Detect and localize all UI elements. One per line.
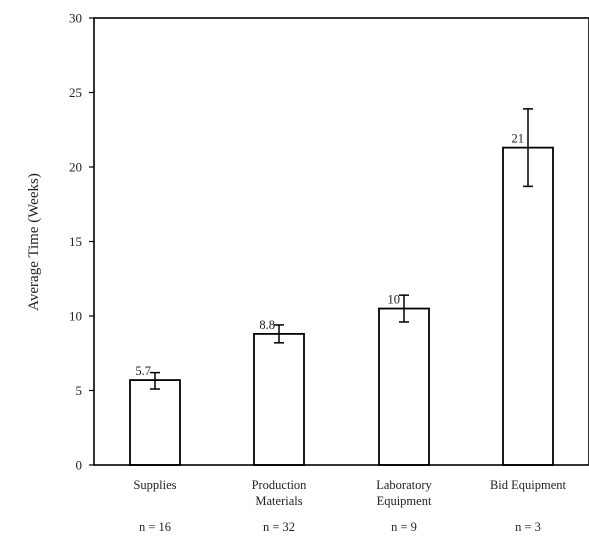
data-label: 5.7	[135, 364, 151, 378]
sample-size-label: n = 9	[391, 520, 417, 534]
category-label: Laboratory	[376, 478, 432, 492]
data-label: 10	[388, 293, 401, 307]
category-label: Production	[252, 478, 308, 492]
y-tick-label: 30	[69, 11, 82, 26]
y-tick-label: 20	[69, 160, 82, 175]
bar	[129, 379, 181, 466]
bar	[378, 307, 430, 466]
bars	[129, 146, 554, 466]
y-tick-label: 5	[76, 383, 83, 398]
sample-size-label: n = 3	[515, 520, 541, 534]
y-tick-label: 25	[69, 85, 82, 100]
sample-size-label: n = 32	[263, 520, 295, 534]
category-label: Materials	[255, 494, 302, 508]
data-label: 21	[512, 132, 525, 146]
bar	[502, 146, 554, 466]
sample-size-label: n = 16	[139, 520, 171, 534]
y-tick-label: 10	[69, 309, 82, 324]
category-label: Equipment	[377, 494, 432, 508]
y-tick-label: 0	[76, 458, 83, 473]
labels: 5.7 Supplies n = 16 8.8 Production Materials n…	[133, 132, 566, 534]
data-label: 8.8	[259, 318, 275, 332]
category-label: Bid Equipment	[490, 478, 567, 492]
plot-area-frame	[93, 17, 589, 466]
y-axis-ticks: 0 5 10 15 20 25 30	[69, 11, 94, 473]
category-label: Supplies	[133, 478, 176, 492]
error-bars	[150, 108, 533, 390]
y-axis-title: Average Time (Weeks)	[26, 173, 42, 311]
y-tick-label: 15	[69, 234, 82, 249]
bar	[253, 332, 305, 466]
